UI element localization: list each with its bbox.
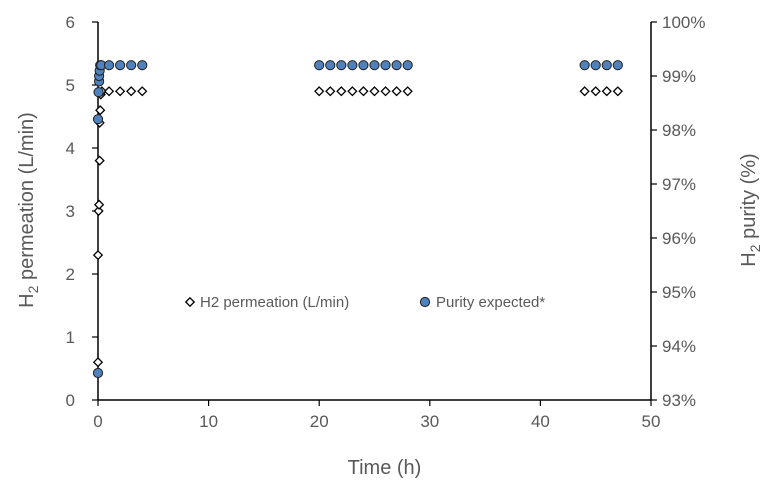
data-point	[93, 87, 104, 98]
y-right-tick-label: 99%	[662, 67, 696, 86]
data-point	[590, 86, 601, 97]
marks-layer	[92, 60, 623, 379]
data-point	[115, 60, 126, 71]
data-point	[103, 86, 115, 97]
data-point	[402, 86, 413, 97]
data-point	[612, 60, 623, 71]
data-point	[601, 60, 612, 71]
data-point	[92, 367, 104, 379]
y-right-tick-label: 94%	[662, 337, 696, 356]
data-point	[93, 199, 105, 210]
data-point	[358, 86, 369, 97]
data-point	[92, 114, 104, 125]
data-point	[137, 60, 148, 71]
data-point	[380, 86, 391, 97]
data-point	[601, 86, 612, 97]
axes-layer: 0 10 20 30 40 50 0 1 2 3 4 5 6 93% 94% 95% 96% 97% 98% 99% 1…	[16, 13, 763, 479]
data-point	[115, 86, 126, 97]
y-left-tick-label: 6	[66, 13, 75, 32]
data-point	[314, 86, 325, 97]
data-point	[93, 205, 104, 217]
y-axis-left-title-subscript: 2	[25, 285, 41, 293]
x-tick-label: 50	[642, 412, 661, 431]
y-axis-right-title-rest: purity (%)	[738, 153, 760, 244]
data-point	[126, 86, 137, 97]
y-axis-left-title-main: H	[16, 293, 38, 307]
data-point	[579, 86, 590, 97]
x-tick-label: 20	[310, 412, 329, 431]
data-point	[336, 60, 347, 71]
y-left-tick-label: 0	[66, 391, 75, 410]
y-axis-right-title: H2 purity (%)	[738, 153, 763, 266]
data-point	[137, 86, 148, 97]
y-left-tick-label: 5	[66, 76, 75, 95]
data-point	[347, 86, 358, 97]
y-left-tick-label: 4	[66, 139, 75, 158]
series-h2-permeation	[92, 86, 623, 368]
y-axis-left-title-rest: permeation (L/min)	[16, 112, 38, 285]
data-point	[325, 86, 336, 97]
data-point	[314, 60, 325, 71]
y-right-tick-label: 100%	[662, 13, 705, 32]
data-point	[369, 86, 380, 97]
data-point	[579, 60, 590, 71]
data-point	[95, 105, 106, 116]
y-left-tick-label: 2	[66, 265, 75, 284]
data-point	[347, 60, 358, 71]
x-axis-title: Time (h)	[348, 457, 422, 479]
data-point	[336, 86, 347, 97]
legend-marker-h2-permeation	[184, 296, 196, 308]
data-point	[92, 357, 104, 368]
y-left-tick-label: 3	[66, 202, 75, 221]
data-point	[92, 249, 104, 261]
y-right-tick-label: 95%	[662, 283, 696, 302]
y-right-tick-label: 97%	[662, 175, 696, 194]
series-purity-expected	[92, 60, 623, 379]
y-axis-right-title-subscript: 2	[747, 244, 763, 252]
y-axis-right-title-main: H	[738, 252, 760, 266]
y-right-tick-label: 98%	[662, 121, 696, 140]
x-tick-label: 0	[93, 412, 102, 431]
y-right-tick-label: 96%	[662, 229, 696, 248]
data-point	[590, 60, 601, 71]
legend-marker-purity-expected	[419, 296, 431, 308]
data-point	[94, 155, 105, 166]
data-point	[126, 60, 137, 71]
data-point	[402, 60, 413, 71]
data-point	[325, 60, 336, 71]
data-point	[358, 60, 369, 71]
data-point	[380, 60, 391, 71]
x-tick-label: 40	[531, 412, 550, 431]
legend-label-h2-permeation: H2 permeation (L/min)	[200, 294, 349, 311]
legend: H2 permeation (L/min) Purity expected*	[184, 294, 545, 311]
y-right-tick-label: 93%	[662, 391, 696, 410]
legend-label-purity-expected: Purity expected*	[436, 294, 545, 311]
x-tick-label: 30	[420, 412, 439, 431]
y-left-tick-label: 1	[66, 328, 75, 347]
data-point	[391, 60, 402, 71]
x-tick-label: 10	[199, 412, 218, 431]
data-point	[103, 60, 115, 71]
data-point	[391, 86, 402, 97]
data-point	[612, 86, 623, 97]
y-axis-left-title: H2 permeation (L/min)	[16, 112, 41, 308]
data-point	[369, 60, 380, 71]
